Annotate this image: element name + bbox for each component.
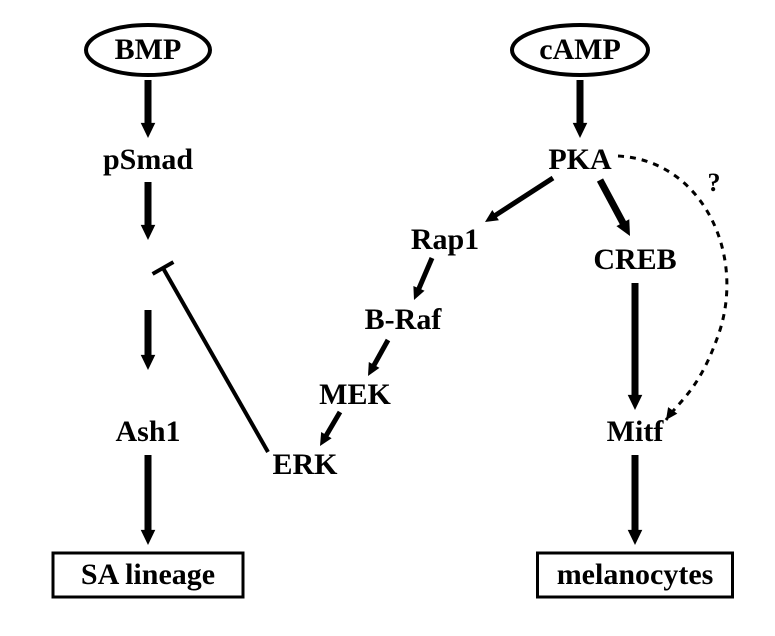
node-label-melanocytes: melanocytes	[557, 558, 714, 591]
edge-pka-creb	[600, 180, 630, 236]
node-mitf: Mitf	[607, 415, 665, 448]
nodes-group: BMP cAMP pSmad PKA Rap1 CREB B-Raf MEK Ash1 ERK Mi…	[53, 25, 733, 597]
edge-rap1-braf	[413, 258, 432, 300]
node-creb: CREB	[593, 243, 676, 276]
edge-ash1-sa	[141, 455, 156, 545]
edge-pka-rap1	[485, 178, 553, 222]
node-qmark: ?	[708, 168, 721, 197]
edge-creb-mitf	[628, 283, 643, 410]
node-pka: PKA	[548, 143, 612, 176]
node-label-salineage: SA lineage	[81, 558, 215, 591]
node-label-ash1: Ash1	[115, 415, 180, 448]
edge-mitf-mel	[628, 455, 643, 545]
node-label-qmark: ?	[708, 168, 721, 197]
signaling-pathway-diagram: BMP cAMP pSmad PKA Rap1 CREB B-Raf MEK Ash1 ERK Mi…	[0, 0, 775, 636]
node-label-psmad: pSmad	[103, 143, 193, 176]
node-label-rap1: Rap1	[411, 223, 479, 256]
edge-camp-pka	[573, 80, 588, 138]
node-salineage: SA lineage	[53, 553, 243, 597]
node-ash1: Ash1	[115, 415, 180, 448]
node-label-bmp: BMP	[115, 33, 182, 66]
node-rap1: Rap1	[411, 223, 479, 256]
edge-mek-erk	[320, 412, 340, 446]
node-label-camp: cAMP	[539, 33, 621, 66]
edge-psmad-mid1	[141, 182, 156, 240]
node-erk: ERK	[272, 448, 338, 481]
node-label-braf: B-Raf	[365, 303, 443, 336]
node-label-mek: MEK	[319, 378, 391, 411]
node-label-erk: ERK	[272, 448, 338, 481]
node-psmad: pSmad	[103, 143, 193, 176]
node-label-creb: CREB	[593, 243, 676, 276]
node-label-mitf: Mitf	[607, 415, 665, 448]
node-bmp: BMP	[86, 25, 210, 75]
node-mek: MEK	[319, 378, 391, 411]
edge-braf-mek	[368, 340, 388, 376]
node-braf: B-Raf	[365, 303, 443, 336]
node-melanocytes: melanocytes	[538, 553, 733, 597]
edge-mid1-mid2	[141, 310, 156, 370]
node-label-pka: PKA	[548, 143, 612, 176]
edge-bmp-psmad	[141, 80, 156, 138]
node-camp: cAMP	[512, 25, 648, 75]
